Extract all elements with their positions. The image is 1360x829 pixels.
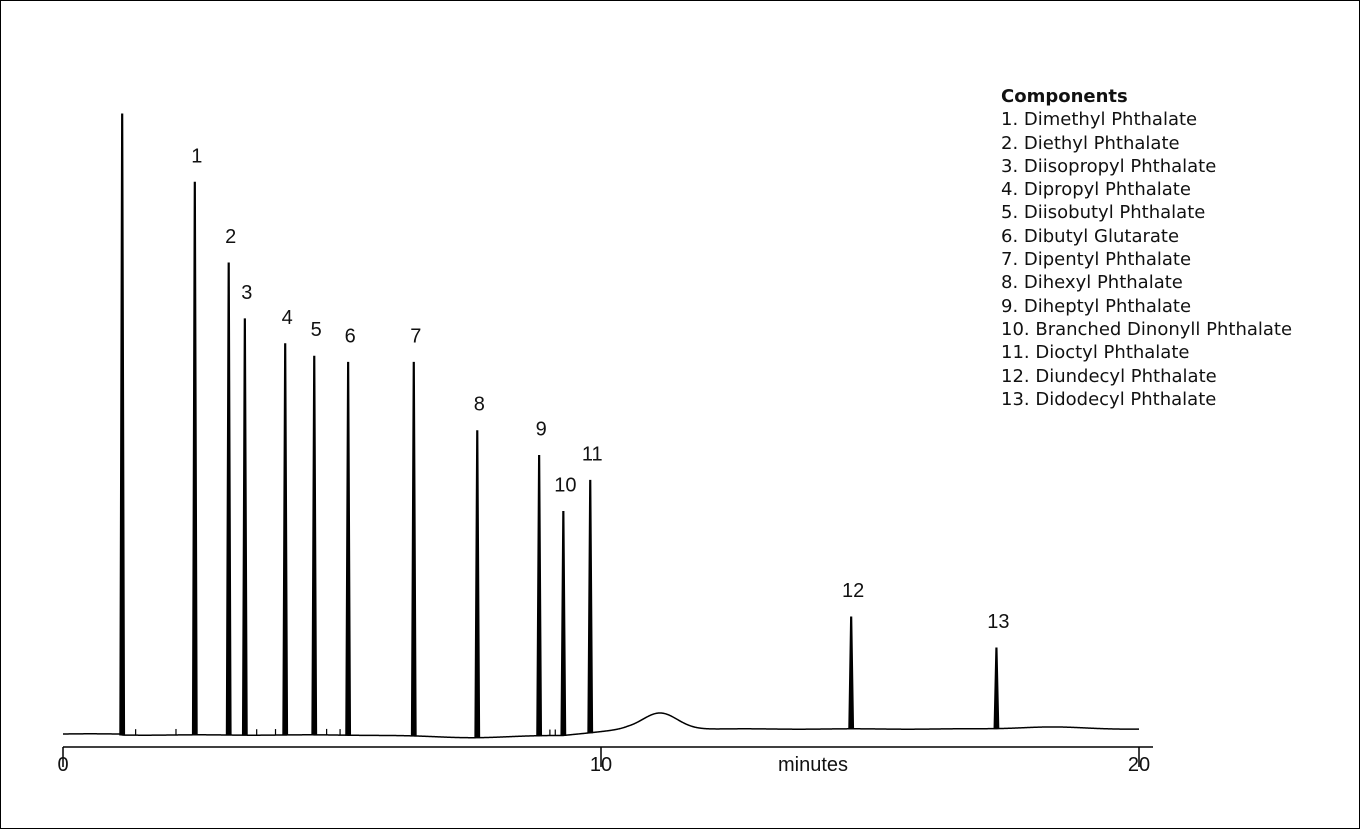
x-axis: 0 10 20 minutes [57,746,1153,776]
legend-item: 1. Dimethyl Phthalate [1001,109,1198,131]
solvent-peak [119,113,126,736]
peak-label: 9 [536,419,547,441]
chromatogram-peak [311,355,318,736]
legend-item: 5. Diisobutyl Phthalate [1001,202,1206,224]
chromatogram-peak [474,430,481,739]
peak-label: 13 [987,611,1009,633]
legend-item: 6. Dibutyl Glutarate [1001,225,1180,247]
chromatogram-peak [345,361,352,736]
chromatogram-peak [560,510,567,736]
legend-title: Components [1001,86,1128,107]
peak-label: 5 [311,319,322,341]
x-tick-label: 0 [57,754,68,776]
peak-label: 6 [345,325,356,347]
peak-label: 4 [282,307,293,329]
legend-item: 8. Dihexyl Phthalate [1001,272,1183,294]
peak-label: 2 [225,226,236,248]
legend-item: 11. Dioctyl Phthalate [1001,342,1190,364]
chromatogram-trace-group [62,113,1139,739]
peak-label: 12 [842,580,864,602]
x-tick-label: 20 [1128,754,1150,776]
legend-item: 12. Diundecyl Phthalate [1001,365,1217,387]
legend-item: 2. Diethyl Phthalate [1001,132,1180,154]
legend-items: 1. Dimethyl Phthalate 2. Diethyl Phthalat… [1001,108,1341,411]
peak-label: 11 [582,443,603,465]
x-axis-label: minutes [778,754,848,776]
chromatogram-peak [993,647,1000,730]
peak-label: 3 [241,282,252,304]
peak-label: 8 [474,394,485,416]
chromatogram-peak [241,318,248,736]
legend-item: 10. Branched Dinonyll Phthalate [1001,318,1293,340]
components-legend: Components 1. Dimethyl Phthalate 2. Dieth… [1001,85,1341,411]
chromatogram-peak [225,262,232,736]
x-tick-label: 10 [590,754,612,776]
legend-item: 4. Dipropyl Phthalate [1001,179,1191,201]
peak-label: 1 [191,145,202,167]
chromatogram-peak [587,479,594,734]
chromatogram-peak [191,181,198,736]
legend-item: 7. Dipentyl Phthalate [1001,249,1192,271]
chromatogram-peak [282,343,289,736]
chromatogram-peak [536,455,543,737]
legend-item: 13. Didodecyl Phthalate [1001,388,1217,410]
legend-item: 3. Diisopropyl Phthalate [1001,155,1217,177]
legend-item: 9. Diheptyl Phthalate [1001,295,1192,317]
peak-label: 10 [554,474,576,496]
peak-label: 7 [410,325,421,347]
chromatogram-peak [410,361,417,737]
chromatogram-baseline [62,712,1139,739]
chromatogram-peak [848,616,855,730]
